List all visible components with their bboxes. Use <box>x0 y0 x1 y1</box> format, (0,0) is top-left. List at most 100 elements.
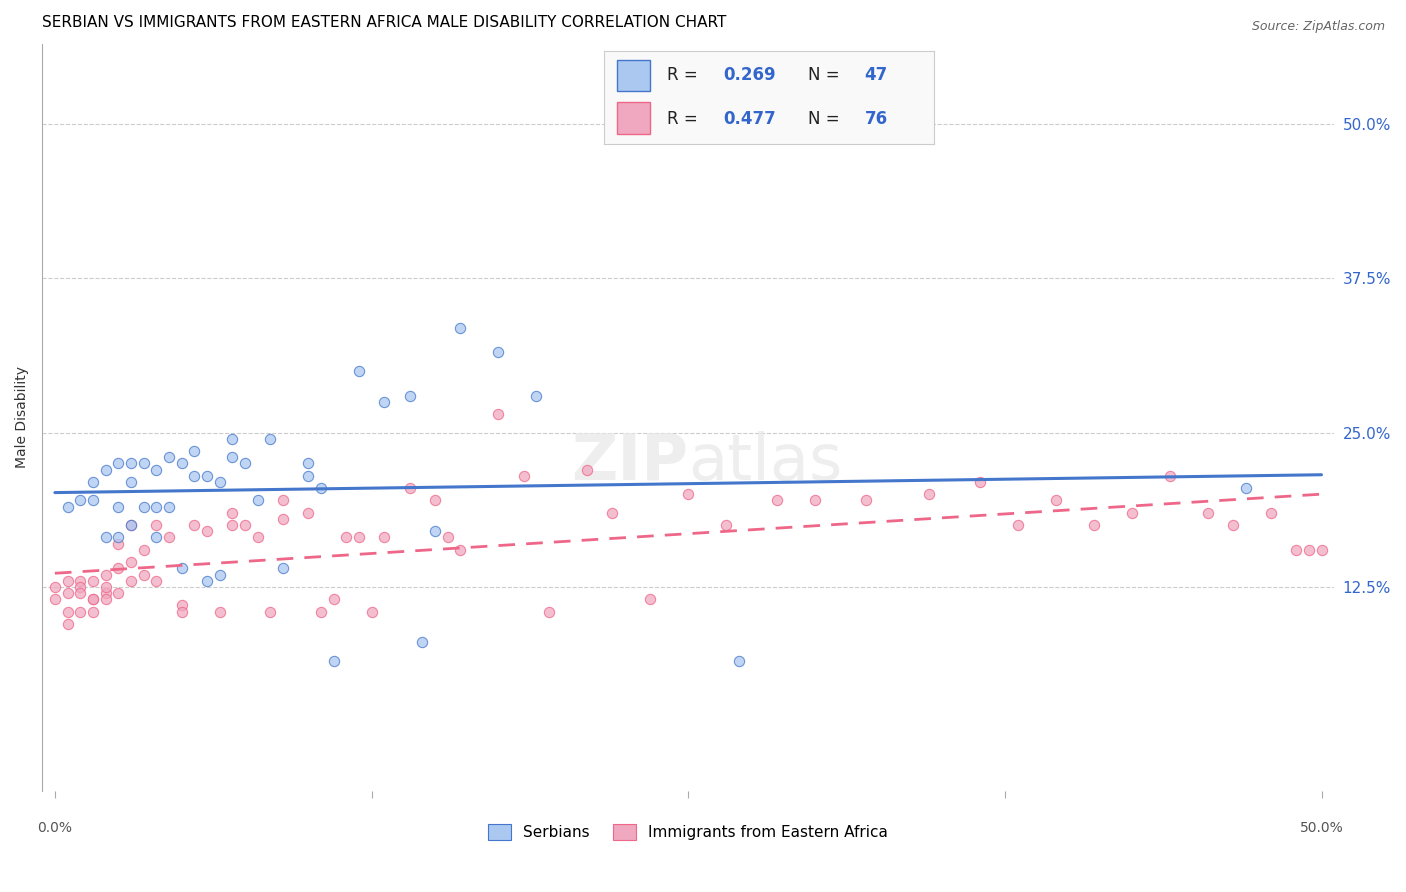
Point <box>423 493 446 508</box>
Point <box>56 500 79 514</box>
Point <box>94 580 117 594</box>
Point <box>221 450 243 465</box>
Point <box>233 457 256 471</box>
Point <box>145 500 167 514</box>
Text: 50.0%: 50.0% <box>1299 822 1343 835</box>
Point <box>1310 542 1333 557</box>
Point <box>969 475 991 489</box>
Point <box>107 561 129 575</box>
Point <box>436 531 458 545</box>
Point <box>1260 506 1282 520</box>
Point <box>107 536 129 550</box>
Point <box>69 574 91 588</box>
Point <box>195 574 218 588</box>
Point <box>373 531 395 545</box>
Y-axis label: Male Disability: Male Disability <box>15 366 30 468</box>
Text: Source: ZipAtlas.com: Source: ZipAtlas.com <box>1251 20 1385 33</box>
Text: 0.0%: 0.0% <box>38 822 72 835</box>
Point <box>297 457 319 471</box>
Point <box>411 635 433 649</box>
Point <box>1121 506 1143 520</box>
Point <box>157 450 180 465</box>
Point <box>183 468 205 483</box>
Point <box>208 567 231 582</box>
Text: SERBIAN VS IMMIGRANTS FROM EASTERN AFRICA MALE DISABILITY CORRELATION CHART: SERBIAN VS IMMIGRANTS FROM EASTERN AFRIC… <box>42 15 727 30</box>
Point <box>69 605 91 619</box>
Point <box>1222 518 1244 533</box>
Point <box>170 599 193 613</box>
Point <box>259 605 281 619</box>
Point <box>246 531 269 545</box>
Point <box>259 432 281 446</box>
Point <box>246 493 269 508</box>
Point <box>208 475 231 489</box>
Point <box>486 345 509 359</box>
Point <box>145 518 167 533</box>
Point <box>145 531 167 545</box>
Point <box>309 481 332 495</box>
Point <box>271 512 294 526</box>
Legend: Serbians, Immigrants from Eastern Africa: Serbians, Immigrants from Eastern Africa <box>482 818 894 847</box>
Point <box>221 518 243 533</box>
Point <box>107 531 129 545</box>
Point <box>170 561 193 575</box>
Point <box>714 518 737 533</box>
Point <box>132 457 155 471</box>
Text: atlas: atlas <box>688 431 842 493</box>
Point <box>120 574 142 588</box>
Point <box>537 605 560 619</box>
Point <box>195 524 218 539</box>
Point <box>297 506 319 520</box>
Point <box>56 616 79 631</box>
Point <box>69 586 91 600</box>
Point <box>335 531 357 545</box>
Point <box>449 542 471 557</box>
Point <box>575 462 598 476</box>
Point <box>157 500 180 514</box>
Point <box>120 518 142 533</box>
Point <box>1007 518 1029 533</box>
Point <box>82 592 104 607</box>
Point <box>524 388 547 402</box>
Text: ZIP: ZIP <box>571 431 688 493</box>
Point <box>107 457 129 471</box>
Point <box>208 605 231 619</box>
Point <box>183 444 205 458</box>
Point <box>449 320 471 334</box>
Point <box>347 364 370 378</box>
Point <box>398 481 420 495</box>
Point <box>676 487 699 501</box>
Point <box>195 468 218 483</box>
Point <box>157 531 180 545</box>
Point <box>120 518 142 533</box>
Point <box>145 574 167 588</box>
Point <box>1083 518 1105 533</box>
Point <box>271 493 294 508</box>
Point <box>1159 468 1181 483</box>
Point <box>233 518 256 533</box>
Point <box>82 574 104 588</box>
Point <box>120 555 142 569</box>
Point <box>183 518 205 533</box>
Point <box>82 605 104 619</box>
Point <box>82 493 104 508</box>
Point <box>94 586 117 600</box>
Point <box>132 500 155 514</box>
Point <box>1197 506 1219 520</box>
Point <box>170 457 193 471</box>
Point <box>170 605 193 619</box>
Point <box>727 654 749 668</box>
Point <box>398 388 420 402</box>
Point <box>1285 542 1308 557</box>
Point <box>221 432 243 446</box>
Point <box>600 506 623 520</box>
Point <box>347 531 370 545</box>
Point <box>766 493 789 508</box>
Point <box>309 605 332 619</box>
Point <box>82 592 104 607</box>
Point <box>638 592 661 607</box>
Point <box>360 605 382 619</box>
Point <box>56 605 79 619</box>
Point <box>145 462 167 476</box>
Point <box>132 542 155 557</box>
